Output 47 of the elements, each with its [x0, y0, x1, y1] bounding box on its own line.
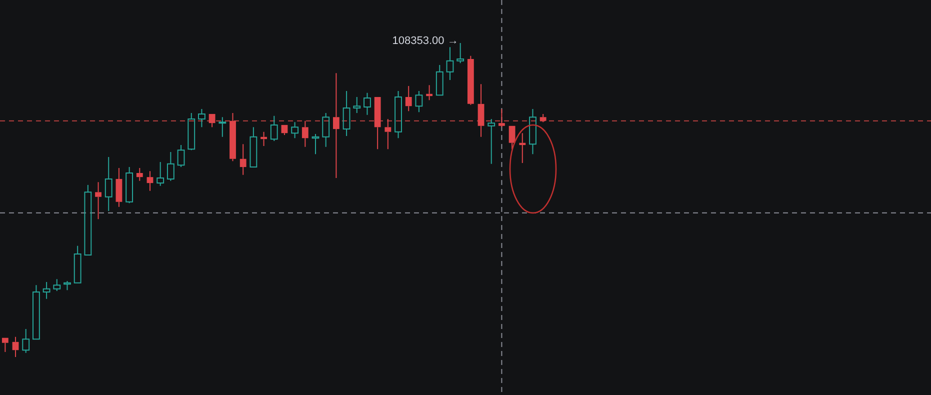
candlestick: [478, 84, 484, 138]
candlestick: [364, 92, 371, 116]
candlestick: [281, 124, 288, 136]
candlestick: [384, 118, 392, 150]
candlestick: [415, 90, 423, 113]
candlestick: [488, 118, 496, 164]
candlestick: [208, 114, 216, 128]
candlestick: [156, 162, 164, 186]
annotation: 108353.00 →: [392, 35, 458, 48]
candlestick: [198, 108, 206, 128]
candlestick: [322, 112, 330, 148]
candlestick: [467, 55, 474, 106]
candlestick: [12, 336, 19, 358]
candlestick: [166, 151, 174, 182]
candlestick: [446, 46, 454, 81]
candlestick: [95, 182, 102, 220]
candlestick: [353, 96, 361, 114]
candlestick: [394, 90, 402, 139]
candlestick: [291, 122, 299, 139]
candlestick: [42, 281, 50, 300]
candlestick: [405, 86, 412, 112]
candlestick: [426, 84, 432, 101]
candlestick: [456, 42, 464, 64]
candlestick: [74, 245, 82, 284]
candlestick: [32, 284, 40, 340]
candlestick: [498, 108, 505, 128]
candlestick: [260, 131, 267, 146]
candlestick: [230, 112, 236, 162]
candlestick: [136, 167, 143, 182]
candlestick: [342, 90, 350, 136]
candlestick: [84, 184, 92, 256]
candlestick: [529, 108, 536, 155]
candlestick: [104, 156, 112, 212]
candlestick: [519, 132, 526, 164]
candlestick: [218, 116, 226, 138]
candlestick: [332, 72, 340, 179]
candlestick: [146, 170, 154, 192]
candlestick: [374, 97, 381, 150]
candlestick: [22, 328, 30, 354]
candlestick: [270, 115, 278, 142]
candlestick: [312, 134, 320, 155]
candlestick: [64, 280, 71, 291]
candlestick: [240, 144, 246, 176]
candlestick: [436, 64, 444, 96]
candlestick: [250, 126, 258, 168]
candlestick: [116, 167, 122, 208]
candlestick: [302, 120, 308, 148]
